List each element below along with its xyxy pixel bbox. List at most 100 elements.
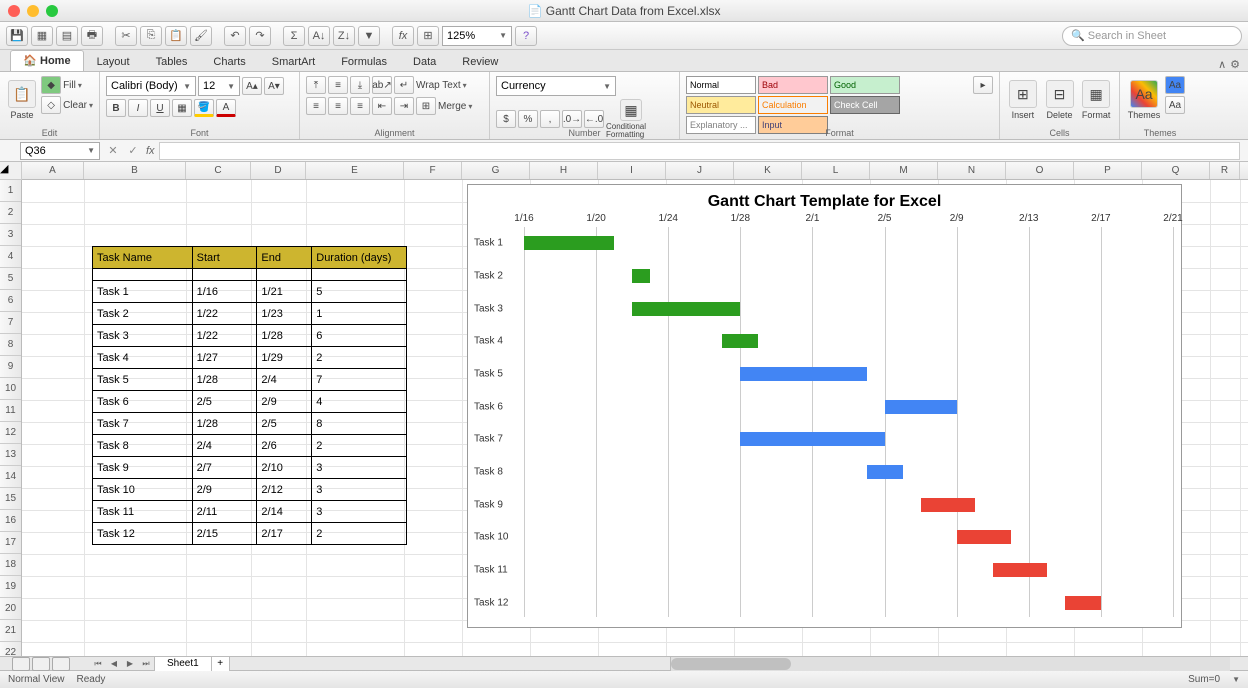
row-header-16[interactable]: 16	[0, 510, 21, 532]
col-header-G[interactable]: G	[462, 162, 530, 179]
row-header-13[interactable]: 13	[0, 444, 21, 466]
grow-font-button[interactable]: A▴	[242, 77, 262, 95]
format-painter-button[interactable]: 🖌	[190, 26, 212, 46]
cell-style-check-cell[interactable]: Check Cell	[830, 96, 900, 114]
col-header-F[interactable]: F	[404, 162, 462, 179]
tab-layout[interactable]: Layout	[84, 52, 143, 71]
row-header-10[interactable]: 10	[0, 378, 21, 400]
add-sheet-button[interactable]: +	[212, 657, 230, 671]
maximize-window-button[interactable]	[46, 5, 58, 17]
col-header-K[interactable]: K	[734, 162, 802, 179]
italic-button[interactable]: I	[128, 99, 148, 117]
undo-button[interactable]: ↶	[224, 26, 246, 46]
col-header-R[interactable]: R	[1210, 162, 1240, 179]
row-header-2[interactable]: 2	[0, 202, 21, 224]
col-header-H[interactable]: H	[530, 162, 598, 179]
tab-nav-next[interactable]: ▶	[122, 657, 138, 671]
insert-cells-button[interactable]: ⊞Insert	[1006, 76, 1040, 124]
enter-formula-button[interactable]: ✓	[124, 142, 142, 160]
row-header-8[interactable]: 8	[0, 334, 21, 356]
save-button[interactable]: 💾	[6, 26, 28, 46]
col-header-B[interactable]: B	[84, 162, 186, 179]
search-input[interactable]: 🔍 Search in Sheet	[1062, 26, 1242, 46]
cut-button[interactable]: ✂	[115, 26, 137, 46]
cancel-formula-button[interactable]: ✕	[104, 142, 122, 160]
row-header-6[interactable]: 6	[0, 290, 21, 312]
sort-desc-button[interactable]: Z↓	[333, 26, 355, 46]
font-color-button[interactable]: A	[216, 99, 236, 117]
ribbon-settings-button[interactable]: ⚙	[1230, 58, 1240, 71]
merge-button[interactable]: ⊞	[416, 97, 436, 115]
align-center-button[interactable]: ≡	[328, 97, 348, 115]
col-header-Q[interactable]: Q	[1142, 162, 1210, 179]
tab-nav-last[interactable]: ⏭	[138, 657, 154, 671]
row-header-14[interactable]: 14	[0, 466, 21, 488]
delete-cells-button[interactable]: ⊟Delete	[1043, 76, 1077, 124]
cell-style-neutral[interactable]: Neutral	[686, 96, 756, 114]
fill-color-button[interactable]: 🪣	[194, 99, 214, 117]
col-header-M[interactable]: M	[870, 162, 938, 179]
qat-btn-2[interactable]: ▦	[31, 26, 53, 46]
align-bottom-button[interactable]: ⤓	[350, 76, 370, 94]
minimize-window-button[interactable]	[27, 5, 39, 17]
fill-button[interactable]: ◆	[41, 76, 61, 94]
tab-home[interactable]: 🏠Home	[10, 50, 84, 71]
zoom-select[interactable]: 125%▼	[442, 26, 512, 46]
col-header-D[interactable]: D	[251, 162, 306, 179]
cell-style-bad[interactable]: Bad	[758, 76, 828, 94]
cell-style-normal[interactable]: Normal	[686, 76, 756, 94]
page-break-view-button[interactable]	[52, 657, 70, 671]
row-header-21[interactable]: 21	[0, 620, 21, 642]
font-name-select[interactable]: Calibri (Body)▼	[106, 76, 196, 96]
show-formulas-button[interactable]: ⊞	[417, 26, 439, 46]
copy-button[interactable]: ⎘	[140, 26, 162, 46]
tab-formulas[interactable]: Formulas	[328, 52, 400, 71]
row-header-15[interactable]: 15	[0, 488, 21, 510]
tab-nav-prev[interactable]: ◀	[106, 657, 122, 671]
select-all-corner[interactable]: ◢	[0, 162, 22, 180]
row-header-3[interactable]: 3	[0, 224, 21, 246]
border-button[interactable]: ▦	[172, 99, 192, 117]
number-format-select[interactable]: Currency▼	[496, 76, 616, 96]
underline-button[interactable]: U	[150, 99, 170, 117]
redo-button[interactable]: ↷	[249, 26, 271, 46]
font-size-select[interactable]: 12▼	[198, 76, 240, 96]
col-header-O[interactable]: O	[1006, 162, 1074, 179]
increase-indent-button[interactable]: ⇥	[394, 97, 414, 115]
tab-review[interactable]: Review	[449, 52, 511, 71]
bold-button[interactable]: B	[106, 99, 126, 117]
tab-data[interactable]: Data	[400, 52, 449, 71]
align-middle-button[interactable]: ≡	[328, 76, 348, 94]
horizontal-scrollbar[interactable]	[670, 657, 1230, 671]
col-header-J[interactable]: J	[666, 162, 734, 179]
col-header-C[interactable]: C	[186, 162, 251, 179]
row-header-7[interactable]: 7	[0, 312, 21, 334]
decrease-indent-button[interactable]: ⇤	[372, 97, 392, 115]
help-button[interactable]: ?	[515, 26, 537, 46]
format-cells-button[interactable]: ▦Format	[1079, 76, 1113, 124]
autosum-button[interactable]: Σ	[283, 26, 305, 46]
cell-styles-gallery[interactable]: NormalBadGoodNeutralCalculationCheck Cel…	[686, 76, 970, 134]
tab-nav-first[interactable]: ⏮	[90, 657, 106, 671]
row-header-5[interactable]: 5	[0, 268, 21, 290]
col-header-N[interactable]: N	[938, 162, 1006, 179]
shrink-font-button[interactable]: A▾	[264, 77, 284, 95]
col-header-I[interactable]: I	[598, 162, 666, 179]
col-header-A[interactable]: A	[22, 162, 84, 179]
fx-button[interactable]: fx	[392, 26, 414, 46]
row-header-9[interactable]: 9	[0, 356, 21, 378]
align-top-button[interactable]: ⤒	[306, 76, 326, 94]
sort-asc-button[interactable]: A↓	[308, 26, 330, 46]
paste-big-button[interactable]: 📋Paste	[6, 76, 38, 124]
row-header-11[interactable]: 11	[0, 400, 21, 422]
row-header-17[interactable]: 17	[0, 532, 21, 554]
theme-colors-button[interactable]: Aa	[1165, 76, 1185, 94]
row-header-4[interactable]: 4	[0, 246, 21, 268]
comma-button[interactable]: ,	[540, 110, 560, 128]
themes-button[interactable]: AaThemes	[1126, 76, 1162, 124]
currency-button[interactable]: $	[496, 110, 516, 128]
decrease-decimal-button[interactable]: ←.0	[584, 110, 604, 128]
tab-tables[interactable]: Tables	[143, 52, 201, 71]
tab-charts[interactable]: Charts	[200, 52, 258, 71]
qat-btn-3[interactable]: ▤	[56, 26, 78, 46]
